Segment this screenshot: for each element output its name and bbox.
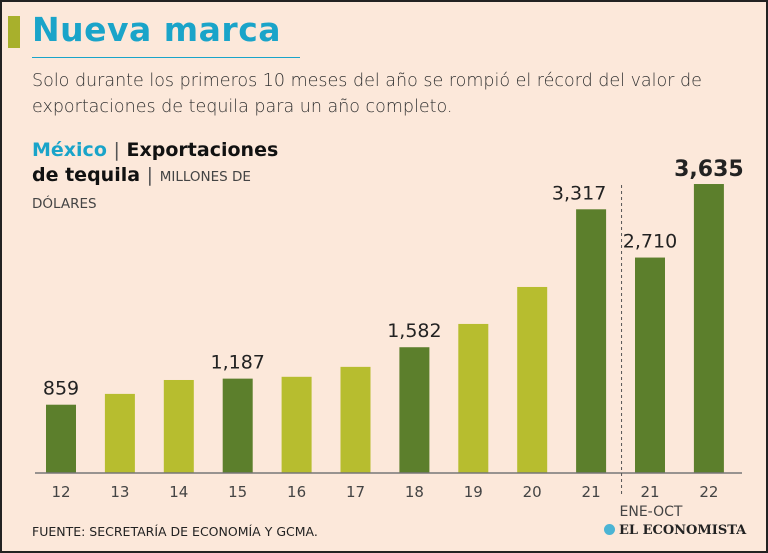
x-tick-label: 14 [169, 483, 188, 501]
bar-4 [281, 376, 312, 473]
page-title: Nueva marca [32, 10, 282, 49]
x-tick-label: 13 [110, 483, 129, 501]
source-note: FUENTE: SECRETARÍA DE ECONOMÍA Y GCMA. [32, 524, 318, 539]
chart-unit-2: DÓLARES [32, 196, 97, 212]
x-tick-label: 17 [346, 483, 365, 501]
bar-11 [693, 184, 724, 473]
data-label: 1,582 [387, 320, 441, 342]
bar-9 [576, 209, 607, 473]
chart-title-1: Exportaciones [126, 139, 279, 161]
subtitle: Solo durante los primeros 10 meses del a… [32, 71, 702, 117]
x-tick-label: 21 [640, 483, 659, 501]
bar-10 [635, 257, 665, 473]
bar-0 [46, 404, 76, 473]
bar-6 [399, 347, 430, 473]
x-tick-label: 15 [228, 483, 247, 501]
data-label: 3,317 [552, 182, 606, 204]
x-tick-label: 16 [287, 483, 306, 501]
x-tick-label: 12 [51, 483, 70, 501]
chart-country: México [32, 139, 107, 161]
x-tick-label: 18 [405, 483, 424, 501]
x-tick-label: 19 [464, 483, 483, 501]
x-tick-label: 20 [523, 483, 542, 501]
bar-8 [517, 286, 548, 473]
bar-3 [222, 378, 253, 473]
title-divider [32, 57, 300, 58]
bar-2 [163, 379, 194, 473]
accent-bar [8, 16, 20, 48]
bar-5 [340, 366, 371, 473]
x-sublabel: ENE-OCT [620, 504, 683, 520]
chart-title-2: de tequila [32, 164, 141, 186]
x-tick-label: 22 [699, 483, 718, 501]
data-label: 2,710 [623, 231, 677, 253]
x-tick-label: 21 [582, 483, 601, 501]
bar-1 [104, 393, 135, 473]
data-label: 1,187 [210, 352, 264, 374]
data-label: 3,635 [674, 157, 744, 182]
data-label: 859 [43, 378, 79, 400]
chart-unit-1: MILLONES DE [159, 169, 251, 185]
publisher-logo: EL ECONOMISTA [604, 523, 746, 538]
logo-icon [604, 524, 615, 535]
chart-title: México | Exportaciones de tequila | MILL… [32, 139, 279, 186]
bar-7 [458, 323, 489, 473]
